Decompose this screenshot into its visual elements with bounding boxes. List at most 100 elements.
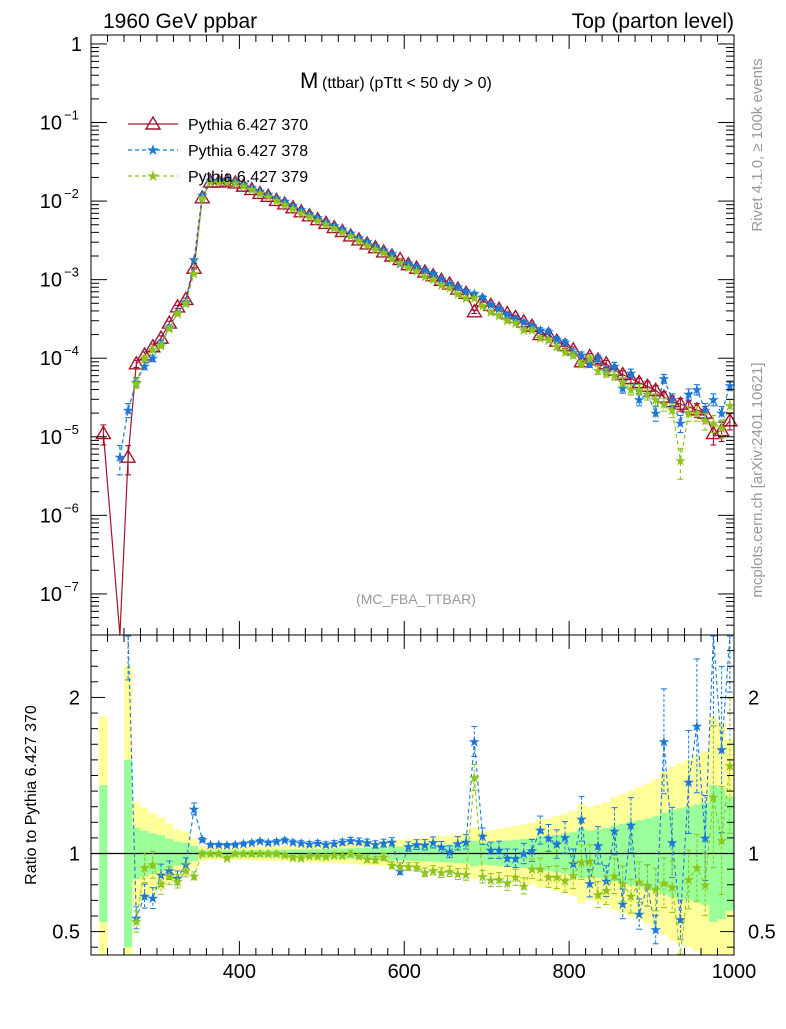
ratio-point: ★ — [270, 846, 283, 862]
data-point — [721, 412, 739, 427]
data-point: ★ — [221, 171, 234, 187]
ratio-point: ★ — [616, 896, 629, 912]
data-point: ★ — [699, 402, 712, 418]
ratio-point: ★ — [509, 869, 522, 885]
data-point: ★ — [682, 405, 695, 421]
data-point: ★ — [229, 175, 242, 191]
ratio-point: ★ — [518, 846, 531, 862]
data-point — [292, 203, 310, 218]
data-point — [515, 313, 533, 328]
y-tick-label: 10 — [40, 584, 62, 606]
x-tick-label: 400 — [223, 961, 256, 983]
data-point: ★ — [600, 365, 613, 381]
data-point: ★ — [138, 358, 151, 374]
legend-label-379: Pythia 6.427 379 — [188, 169, 308, 186]
data-point: ★ — [386, 246, 399, 262]
mcplots-label: mcplots.cern.ch [arXiv:2401.10621] — [749, 362, 766, 597]
data-point: ★ — [204, 172, 217, 188]
ratio-point: ★ — [311, 848, 324, 864]
ratio-point: ★ — [163, 868, 176, 884]
data-point: ★ — [567, 347, 580, 363]
data-point: ★ — [649, 405, 662, 421]
data-point: ★ — [254, 185, 267, 201]
data-point: ★ — [674, 452, 687, 468]
data-point: ★ — [278, 196, 291, 212]
data-point: ★ — [518, 314, 531, 330]
data-point: ★ — [707, 415, 720, 431]
data-point: ★ — [476, 298, 489, 314]
ratio-point: ★ — [229, 836, 242, 852]
data-point: ★ — [262, 186, 275, 202]
data-point — [119, 448, 137, 463]
ratio-line — [127, 635, 731, 930]
ratio-point: ★ — [542, 869, 555, 885]
ratio-point: ★ — [147, 890, 160, 906]
data-point: ★ — [204, 174, 217, 190]
data-point: ★ — [188, 265, 201, 281]
ratio-point: ★ — [559, 829, 572, 845]
legend: Pythia 6.427 370 ★ Pythia 6.427 378 ★ Py… — [128, 115, 308, 186]
ratio-point: ★ — [138, 888, 151, 904]
analysis-label: (MC_FBA_TTBAR) — [356, 591, 476, 607]
y-tick-exponent: −2 — [64, 186, 79, 201]
ratio-point: ★ — [188, 868, 201, 884]
process-label: Top (parton level) — [572, 10, 734, 33]
ratio-point: ★ — [130, 913, 143, 929]
ratio-point: ★ — [641, 877, 654, 893]
data-point — [622, 370, 640, 385]
data-point: ★ — [583, 350, 596, 366]
data-point: ★ — [419, 268, 432, 284]
data-point: ★ — [699, 413, 712, 429]
data-point: ★ — [377, 242, 390, 258]
data-point: ★ — [212, 174, 225, 190]
data-point: ★ — [295, 205, 308, 221]
data-point: ★ — [427, 272, 440, 288]
data-point: ★ — [402, 260, 415, 276]
ratio-point: ★ — [303, 848, 316, 864]
data-point: ★ — [386, 251, 399, 267]
ratio-point: ★ — [715, 741, 728, 757]
ratio-point: ★ — [427, 834, 440, 850]
data-point: ★ — [550, 339, 563, 355]
ratio-y-tick-label: 0.5 — [52, 922, 80, 944]
data-point: ★ — [682, 386, 695, 402]
data-point: ★ — [460, 290, 473, 306]
ratio-point: ★ — [386, 857, 399, 873]
ratio-point: ★ — [608, 868, 621, 884]
ratio-point: ★ — [526, 842, 539, 858]
ratio-point: ★ — [336, 847, 349, 863]
data-point: ★ — [674, 415, 687, 431]
ratio-point: ★ — [394, 859, 407, 875]
data-point: ★ — [443, 280, 456, 296]
ratio-point: ★ — [196, 846, 209, 862]
ratio-point: ★ — [625, 888, 638, 904]
energy-label: 1960 GeV ppbar — [103, 10, 257, 33]
data-point: ★ — [452, 286, 465, 302]
y-tick-label: 10 — [40, 270, 62, 292]
y-tick-exponent: −7 — [64, 579, 79, 594]
y-tick-label: 10 — [40, 505, 62, 527]
ratio-point: ★ — [237, 835, 250, 851]
ratio-point: ★ — [567, 867, 580, 883]
data-point: ★ — [625, 381, 638, 397]
series-line — [102, 180, 731, 636]
ratio-point: ★ — [402, 838, 415, 854]
ratio-point: ★ — [245, 846, 258, 862]
ratio-point: ★ — [212, 846, 225, 862]
data-point: ★ — [377, 245, 390, 261]
data-point: ★ — [575, 347, 588, 363]
ratio-point: ★ — [592, 837, 605, 853]
data-point: ★ — [221, 174, 234, 190]
data-point — [235, 177, 252, 192]
data-point: ★ — [394, 255, 407, 271]
ratio-point: ★ — [419, 864, 432, 880]
data-point: ★ — [443, 276, 456, 292]
data-point: ★ — [616, 374, 629, 390]
ratio-point: ★ — [468, 769, 481, 785]
ratio-point: ★ — [419, 837, 432, 853]
data-point: ★ — [608, 368, 621, 384]
series-line — [119, 178, 731, 458]
ratio-point: ★ — [550, 869, 563, 885]
axes: 400 600 800 1000110−110−210−310−410−510−610… — [40, 34, 776, 983]
data-point: ★ — [649, 391, 662, 407]
